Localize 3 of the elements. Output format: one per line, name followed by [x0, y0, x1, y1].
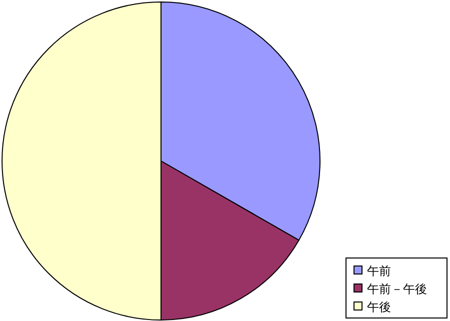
legend-label: 午後 — [367, 300, 391, 314]
legend-label: 午前 — [367, 264, 391, 278]
legend-label: 午前－午後 — [367, 282, 427, 296]
